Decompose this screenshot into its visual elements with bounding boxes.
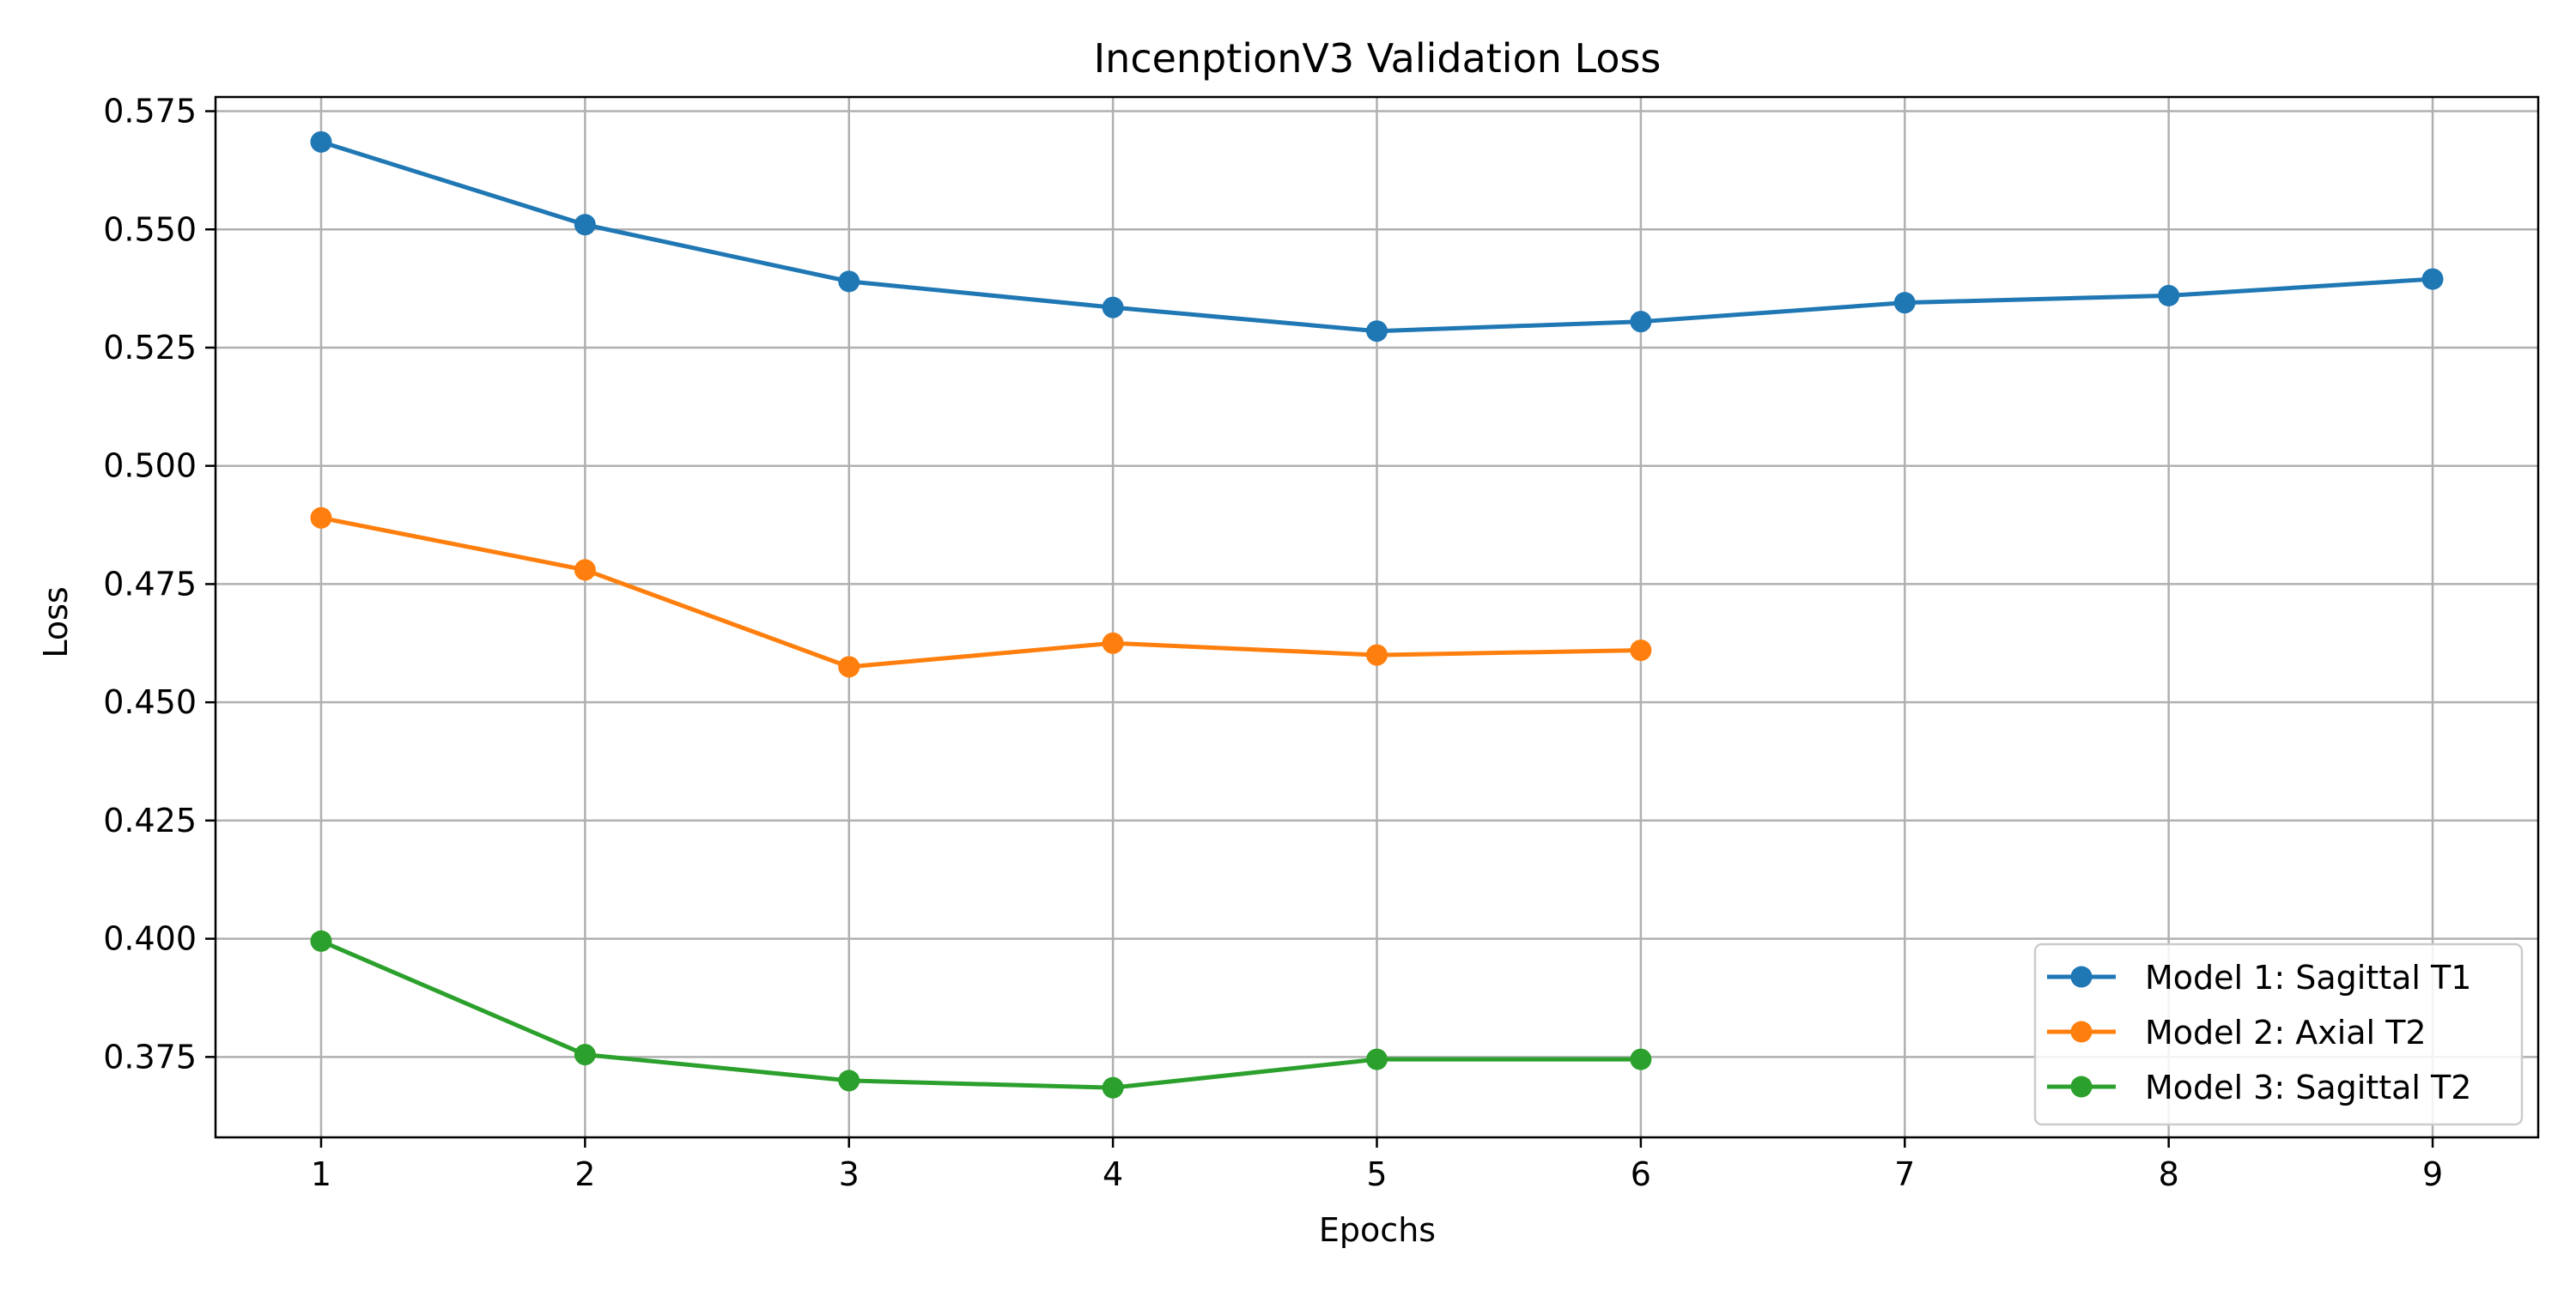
data-point (1366, 1048, 1388, 1070)
series-layer (310, 130, 2444, 1099)
x-axis-label: Epochs (1319, 1211, 1436, 1249)
data-point (838, 656, 860, 678)
data-point (1366, 644, 1388, 666)
data-point (310, 130, 332, 153)
x-tick-label: 7 (1894, 1155, 1915, 1193)
data-point (574, 559, 596, 581)
legend-label: Model 3: Sagittal T2 (2145, 1069, 2471, 1106)
x-tick-label: 1 (311, 1155, 331, 1193)
y-tick-label: 0.550 (103, 210, 197, 248)
data-point (1630, 311, 1652, 333)
y-tick-label: 0.450 (103, 683, 197, 721)
legend-label: Model 2: Axial T2 (2145, 1014, 2427, 1052)
data-point (1630, 639, 1652, 662)
legend-marker (2070, 966, 2093, 988)
y-tick-label: 0.575 (103, 93, 197, 130)
series-line (320, 515, 1641, 670)
data-point (574, 214, 596, 236)
x-tick-label: 8 (2159, 1155, 2179, 1193)
legend-marker (2070, 1076, 2093, 1098)
y-tick-label: 0.400 (103, 920, 197, 958)
data-point (1102, 632, 1124, 654)
data-point (1893, 292, 1916, 314)
y-axis-label: Loss (37, 586, 75, 658)
y-tick-label: 0.525 (103, 329, 197, 367)
legend-marker (2070, 1021, 2093, 1043)
legend-label: Model 1: Sagittal T1 (2145, 959, 2471, 997)
data-point (310, 506, 332, 529)
data-point (574, 1044, 596, 1066)
data-point (1366, 320, 1388, 342)
series-1 (310, 130, 2444, 342)
legend: Model 1: Sagittal T1 Model 2: Axial T2 Mod… (2033, 942, 2524, 1126)
x-tick-label: 2 (574, 1155, 595, 1193)
y-tick-label: 0.500 (103, 447, 197, 485)
data-point (838, 1070, 860, 1092)
x-tick-label: 5 (1366, 1155, 1387, 1193)
data-point (310, 930, 332, 952)
series-2 (310, 506, 1652, 678)
y-tick-label: 0.475 (103, 565, 197, 603)
axis-ticks: 1 2 3 4 5 6 7 8 9 0.375 0.400 0.425 0.450 0.475 0.500 0… (103, 93, 2443, 1193)
series-line (319, 939, 1641, 1090)
x-tick-label: 4 (1103, 1155, 1123, 1193)
legend-box (2033, 942, 2524, 1126)
data-point (1102, 296, 1124, 318)
data-point (2158, 284, 2180, 306)
y-tick-label: 0.425 (103, 802, 197, 839)
series-3 (310, 930, 1652, 1099)
x-tick-label: 9 (2422, 1155, 2443, 1193)
data-point (838, 270, 860, 293)
data-point (2421, 268, 2444, 290)
x-tick-label: 6 (1631, 1155, 1651, 1193)
y-tick-label: 0.375 (103, 1038, 197, 1076)
data-point (1630, 1048, 1652, 1070)
chart-title: IncenptionV3 Validation Loss (1094, 35, 1662, 82)
x-tick-label: 3 (839, 1155, 860, 1193)
data-point (1102, 1076, 1124, 1099)
